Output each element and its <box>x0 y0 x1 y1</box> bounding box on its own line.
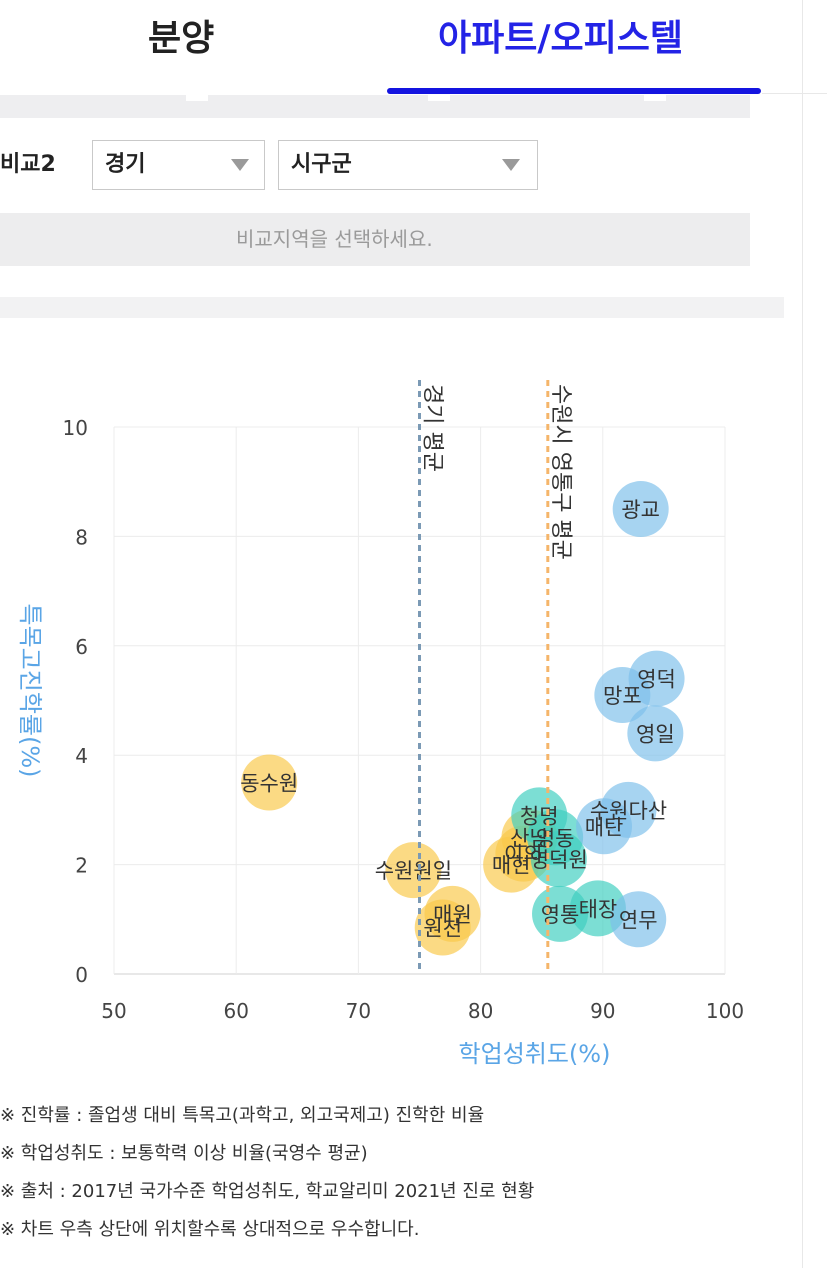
x-tick-label: 50 <box>101 999 126 1023</box>
y-tick-label: 8 <box>75 525 88 549</box>
point-label: 동수원 <box>240 772 298 796</box>
data-point <box>576 798 633 855</box>
reference-line-label: 경기 평균 <box>420 384 445 472</box>
x-tick-label: 100 <box>706 999 744 1023</box>
point-label: 이의 <box>504 843 543 867</box>
chart-notes: ※ 진학률 : 졸업생 대비 특목고(과학고, 외고국제고) 진학한 비율 ※ … <box>0 1097 534 1249</box>
data-point <box>594 667 651 724</box>
note-line: ※ 진학률 : 졸업생 대비 특목고(과학고, 외고국제고) 진학한 비율 <box>0 1105 485 1126</box>
data-point <box>610 891 667 948</box>
scatter-chart: 0 2 4 6 8 10 50 60 70 80 90 100 학업성취도(%) 특목고진학률(%) 동수원… <box>16 380 744 1068</box>
filter-bar-notch <box>644 95 666 101</box>
x-tick-label: 70 <box>346 999 371 1023</box>
active-tab-indicator <box>387 88 761 94</box>
point-label: 수원다산 <box>590 799 667 823</box>
note-line: ※ 학업성취도 : 보통학력 이상 비율(국영수 평균) <box>0 1143 368 1164</box>
province-select[interactable]: 경기 <box>92 140 265 190</box>
data-point <box>530 831 587 888</box>
point-label: 청명 <box>520 804 559 828</box>
point-label: 영동 <box>536 826 575 850</box>
x-tick-label: 60 <box>223 999 248 1023</box>
city-select-value: 시구군 <box>291 152 352 177</box>
province-select-value: 경기 <box>105 152 146 177</box>
point-label: 매탄 <box>585 815 624 839</box>
compare-notice-text: 비교지역을 선택하세요. <box>236 227 433 251</box>
point-label: 원천 <box>423 917 462 941</box>
tab-bunyang[interactable]: 분양 <box>148 18 215 59</box>
note-line: ※ 차트 우측 상단에 위치할수록 상대적으로 우수합니다. <box>0 1219 420 1240</box>
y-tick-label: 0 <box>75 963 88 987</box>
y-tick-label: 10 <box>63 416 88 440</box>
data-point <box>612 481 669 538</box>
chevron-down-icon <box>231 159 249 171</box>
note-line: ※ 출처 : 2017년 국가수준 학업성취도, 학교알리미 2021년 진로 … <box>0 1181 535 1202</box>
point-label: 망포 <box>603 684 642 708</box>
compare-label: 비교2 <box>0 152 56 177</box>
point-label: 영덕원 <box>530 848 588 872</box>
panel-divider <box>802 0 803 1268</box>
chevron-down-icon <box>502 159 520 171</box>
point-label: 영일 <box>636 722 675 746</box>
panel-divider-horizontal <box>762 93 827 94</box>
filter-bar-notch <box>186 95 208 101</box>
compare-notice: 비교지역을 선택하세요. <box>0 213 750 266</box>
data-point <box>241 754 298 811</box>
city-select[interactable]: 시구군 <box>278 140 538 190</box>
point-label: 매현 <box>492 854 531 878</box>
data-point <box>385 842 442 899</box>
y-tick-label: 2 <box>75 854 88 878</box>
section-divider <box>0 297 784 318</box>
y-tick-label: 6 <box>75 635 88 659</box>
point-label: 영덕 <box>637 668 676 692</box>
point-label: 매원 <box>433 903 472 927</box>
point-label: 태장 <box>579 897 618 921</box>
filter-bar-notch <box>428 95 450 101</box>
x-tick-label: 90 <box>590 999 615 1023</box>
data-point <box>414 899 471 956</box>
tab-apartment-officetel[interactable]: 아파트/오피스텔 <box>438 18 683 59</box>
y-tick-label: 4 <box>75 744 88 768</box>
filter-bar <box>0 95 750 118</box>
point-label: 광교 <box>621 498 660 522</box>
point-label: 연무 <box>619 908 658 932</box>
data-point <box>627 705 684 762</box>
x-axis-label: 학업성취도(%) <box>459 1040 611 1068</box>
point-label: 산남 <box>510 826 549 850</box>
x-tick-label: 80 <box>468 999 493 1023</box>
y-axis-label: 특목고진학률(%) <box>16 603 44 777</box>
reference-line-label: 수원시 영통구 평균 <box>548 384 573 560</box>
point-label: 수원원일 <box>375 859 452 883</box>
